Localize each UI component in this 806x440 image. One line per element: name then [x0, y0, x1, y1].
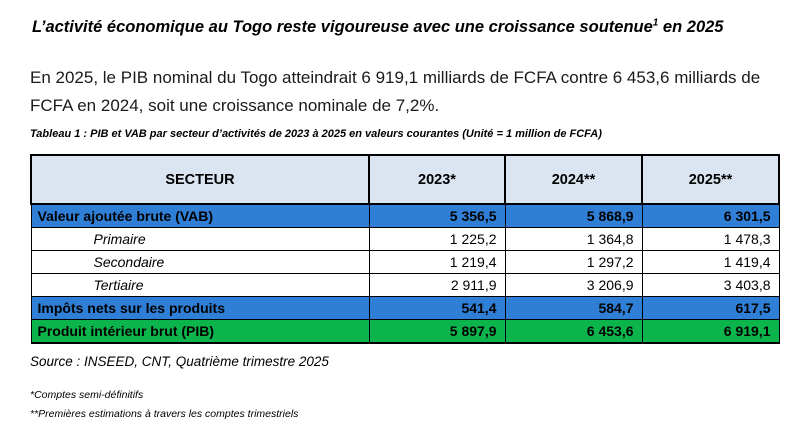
section-heading: L’activité économique au Togo reste vigo… [32, 18, 792, 37]
cell-2025: 617,5 [641, 296, 780, 320]
cell-2025: 1 419,4 [641, 250, 780, 274]
header-2024: 2024** [504, 154, 643, 205]
cell-2023: 5 897,9 [368, 319, 506, 344]
row-label: Produit intérieur brut (PIB) [30, 319, 370, 344]
row-pib: Produit intérieur brut (PIB) 5 897,9 6 4… [30, 319, 780, 344]
footnote-marker: 1 [652, 17, 659, 29]
cell-2024: 6 453,6 [504, 319, 643, 344]
cell-2024: 1 297,2 [504, 250, 643, 274]
table-caption: Tableau 1 : PIB et VAB par secteur d’act… [30, 128, 602, 140]
row-label: Secondaire [30, 250, 370, 274]
header-2023: 2023* [368, 154, 506, 205]
cell-2023: 1 225,2 [368, 227, 506, 251]
cell-2023: 541,4 [368, 296, 506, 320]
heading-text: L’activité économique au Togo reste vigo… [32, 18, 653, 36]
footnote-semi-definitive: *Comptes semi-définitifs [30, 389, 144, 401]
gdp-table: SECTEUR 2023* 2024** 2025** Valeur ajout… [30, 154, 780, 344]
header-2025: 2025** [641, 154, 780, 205]
table-header-row: SECTEUR 2023* 2024** 2025** [30, 154, 780, 205]
row-primaire: Primaire 1 225,2 1 364,8 1 478,3 [30, 227, 780, 251]
cell-2025: 6 301,5 [641, 203, 780, 228]
cell-2024: 1 364,8 [504, 227, 643, 251]
cell-2025: 6 919,1 [641, 319, 780, 344]
cell-2024: 584,7 [504, 296, 643, 320]
row-label: Primaire [30, 227, 370, 251]
row-vab: Valeur ajoutée brute (VAB) 5 356,5 5 868… [30, 203, 780, 228]
footnote-estimates: **Premières estimations à travers les co… [30, 408, 299, 420]
heading-tail: en 2025 [658, 18, 724, 36]
cell-2023: 2 911,9 [368, 273, 506, 297]
header-secteur: SECTEUR [30, 154, 370, 205]
table-source: Source : INSEED, CNT, Quatrième trimestr… [30, 354, 329, 369]
row-impots: Impôts nets sur les produits 541,4 584,7… [30, 296, 780, 320]
row-label: Impôts nets sur les produits [30, 296, 370, 320]
row-secondaire: Secondaire 1 219,4 1 297,2 1 419,4 [30, 250, 780, 274]
cell-2024: 3 206,9 [504, 273, 643, 297]
cell-2024: 5 868,9 [504, 203, 643, 228]
cell-2023: 5 356,5 [368, 203, 506, 228]
row-label: Valeur ajoutée brute (VAB) [30, 203, 370, 228]
cell-2025: 3 403,8 [641, 273, 780, 297]
intro-paragraph: En 2025, le PIB nominal du Togo atteindr… [30, 68, 761, 115]
cell-2023: 1 219,4 [368, 250, 506, 274]
row-label: Tertiaire [30, 273, 370, 297]
row-tertiaire: Tertiaire 2 911,9 3 206,9 3 403,8 [30, 273, 780, 297]
cell-2025: 1 478,3 [641, 227, 780, 251]
